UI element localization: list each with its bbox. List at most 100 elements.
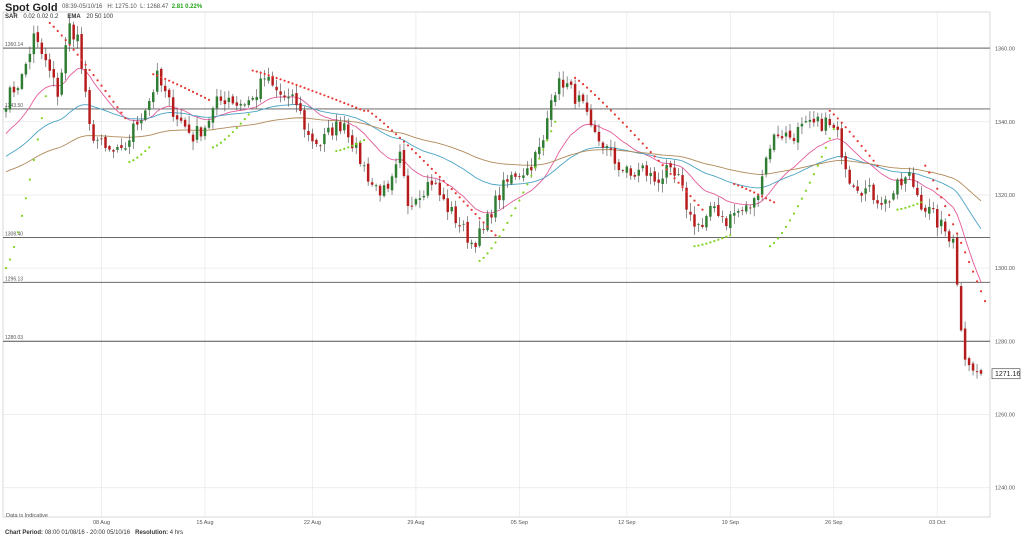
candle-body [398,151,402,164]
candle-up [323,127,326,153]
candle-down [315,138,318,148]
candle-body [163,85,167,92]
candle-down [963,321,967,367]
sar-dot-above [279,78,282,81]
candle-up [227,90,231,109]
candle-down [442,187,445,201]
candle-body [713,206,716,209]
candle-up [28,46,32,70]
sar-dot-below [550,130,553,133]
sar-dot-above [952,223,955,226]
sar-dot-above [430,167,433,170]
current-price-box [991,368,1021,380]
candle-body [235,102,239,106]
sar-dot-above [371,112,374,115]
candle-down [741,206,744,216]
candle-down [514,171,517,180]
sar-dot-above [311,89,314,92]
candle-up [148,98,151,116]
candle-down [518,173,521,180]
candle-down [231,93,235,106]
candle-body [943,221,947,232]
candle-up [32,25,36,63]
ema-label[interactable]: EMA [67,14,81,20]
candle-down [613,141,617,171]
candle-up [291,89,294,105]
y-tick-label: 1240.00 [995,486,1015,492]
plot-border [2,11,991,518]
sar-dot-above [183,86,187,90]
sar-dot-above [948,214,951,217]
sar-dot-above [255,70,258,73]
sar-dot-below [148,146,151,149]
candle-up [470,239,473,249]
candle-body [800,123,804,127]
candle-body [291,94,294,96]
sar-dot-above [975,280,979,283]
sar-dot-above [323,94,326,97]
sar-dot-above [367,109,370,112]
sar-label[interactable]: SAR [5,14,18,20]
candle-down [693,206,696,236]
sar-dot-above [609,109,613,112]
candle-body [538,146,541,155]
candle-down [307,123,310,142]
sar-dot-below [486,252,489,255]
candle-down [967,356,971,372]
candle-body [211,108,215,123]
candle-up [768,144,772,163]
sar-dot-below [4,267,8,270]
sar-dot-below [215,144,219,147]
sar-dot-above [287,81,290,84]
candle-up [354,137,358,155]
sar-dot-above [315,91,318,94]
candle-body [649,172,652,177]
candle-body [454,206,457,224]
candle-up [8,85,12,113]
sar-dot-above [573,76,577,79]
candle-down [573,79,577,109]
candle-body [725,218,728,227]
sar-dot-above [172,81,175,84]
candle-down [617,158,621,177]
sar-dot-below [363,138,366,142]
candle-body [673,167,676,176]
candle-up [697,222,700,232]
candle-body [20,74,24,89]
sar-dot-above [375,115,378,118]
candle-up [327,120,330,136]
candle-down [295,85,298,113]
candle-down [828,113,832,128]
candle-body [844,155,847,170]
level-label: 1360.14 [5,42,23,48]
sar-dot-above [406,144,410,147]
candle-up [737,208,740,218]
sar-dot-below [538,157,541,160]
sar-dot-below [351,144,354,147]
candle-body [267,76,270,81]
sar-dot-below [490,247,493,250]
candle-down [235,96,239,111]
candle-body [96,139,99,141]
candle-body [955,237,959,285]
sar-dot-below [140,153,143,156]
candle-body [40,42,44,54]
candle-body [275,86,278,91]
x-tick-label: 12 Sep [618,520,635,526]
candle-down [80,27,83,75]
candle-up [502,172,505,210]
sar-dot-above [347,103,350,106]
candle-down [446,189,449,220]
candle-body [251,97,254,100]
period-stamp: 08:39-05/10/16 [62,4,103,10]
candle-body [374,185,378,187]
candle-down [932,202,935,214]
candle-down [609,139,613,157]
x-tick-label: 19 Sep [722,520,739,526]
sar-dot-above [60,34,63,37]
sar-dot-above [466,204,469,207]
candle-body [641,165,644,169]
candle-down [645,160,648,182]
sar-dot-below [800,197,804,200]
